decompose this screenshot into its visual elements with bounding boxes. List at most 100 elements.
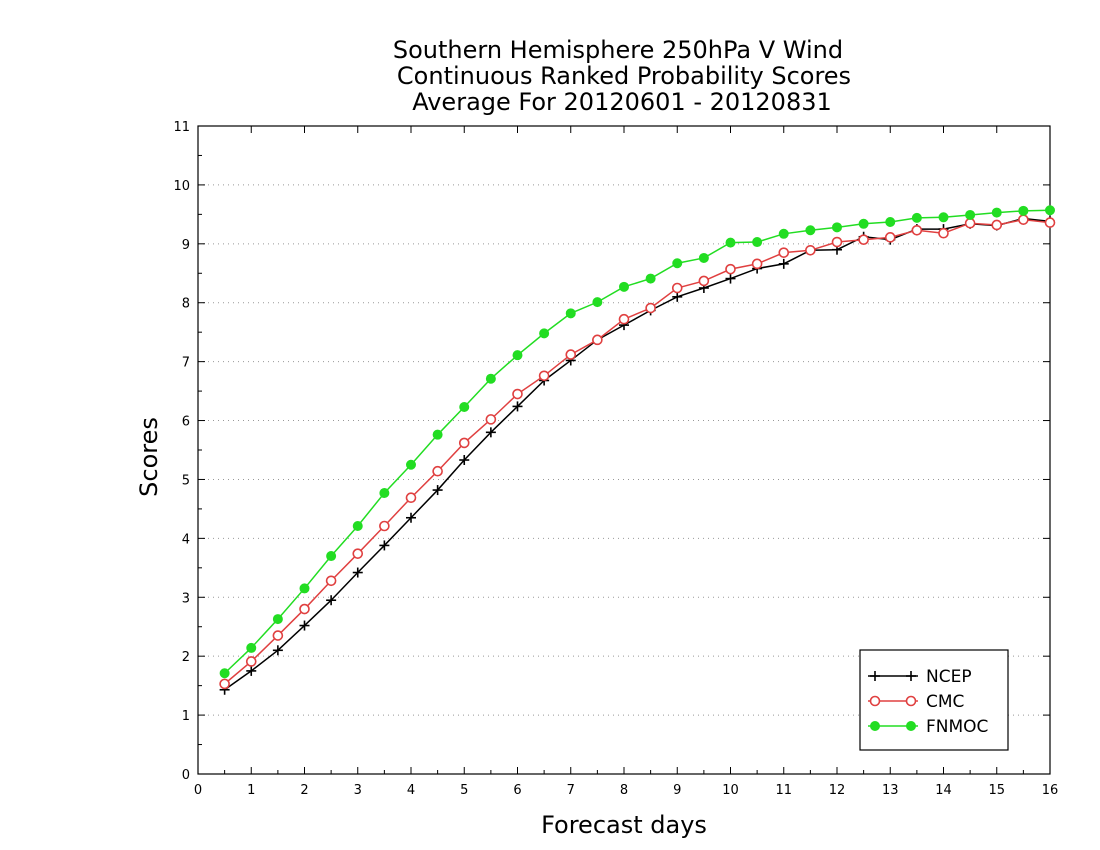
point-fnmoc	[645, 273, 656, 284]
x-tick-label: 6	[513, 783, 521, 798]
point-cmc	[645, 302, 656, 314]
point-fnmoc	[592, 297, 603, 308]
point-ncep	[672, 291, 683, 302]
y-tick-label: 4	[182, 532, 190, 547]
legend-item-fnmoc: FNMOC	[868, 717, 988, 737]
point-ncep	[725, 273, 736, 284]
x-tick-labels: 0 1 2 3 4 5 6 7 8 9 10 11 12 13 14 15 16	[194, 783, 1058, 798]
point-cmc	[512, 388, 523, 400]
point-cmc	[911, 224, 923, 236]
legend-item-cmc: CMC	[868, 692, 964, 712]
point-fnmoc	[539, 328, 550, 339]
chart-title: Southern Hemisphere 250hPa V Wind Contin…	[393, 36, 851, 116]
legend: NCEP CMC FNMOC	[859, 649, 1009, 751]
point-ncep	[352, 567, 363, 578]
y-tick-label: 2	[182, 650, 190, 665]
series-ncep	[219, 213, 1055, 695]
point-ncep	[379, 540, 390, 551]
point-fnmoc	[1018, 205, 1029, 216]
legend-marker-cmc	[869, 695, 881, 707]
point-fnmoc	[619, 281, 629, 292]
point-cmc	[671, 282, 683, 294]
series-line-ncep	[224, 217, 1051, 691]
point-fnmoc	[406, 459, 416, 470]
x-tick-label: 2	[300, 783, 308, 798]
legend-marker-ncep	[906, 671, 916, 681]
y-tick-label: 5	[182, 473, 190, 488]
y-tick-label: 3	[182, 591, 190, 606]
x-tick-label: 1	[247, 783, 255, 798]
point-fnmoc	[725, 237, 736, 248]
point-fnmoc	[272, 614, 283, 625]
legend-label-ncep: NCEP	[926, 667, 972, 687]
point-ncep	[432, 485, 443, 496]
title-line-2: Continuous Ranked Probability Scores	[397, 62, 851, 90]
point-fnmoc	[672, 258, 683, 269]
point-cmc	[618, 313, 630, 325]
point-fnmoc	[991, 207, 1002, 218]
legend-marker-cmc	[905, 695, 917, 707]
point-cmc	[379, 520, 390, 532]
point-cmc	[458, 437, 470, 449]
y-tick-label: 11	[173, 120, 190, 135]
point-cmc	[592, 334, 603, 346]
x-tick-label: 9	[673, 783, 681, 798]
point-fnmoc	[219, 668, 230, 679]
y-tick-label: 7	[182, 356, 190, 371]
point-ncep	[326, 595, 337, 606]
point-cmc	[352, 548, 364, 559]
point-ncep	[459, 455, 470, 466]
point-fnmoc	[778, 228, 789, 239]
legend-marker-fnmoc	[870, 721, 880, 731]
point-cmc	[858, 234, 869, 245]
point-fnmoc	[432, 429, 443, 440]
series-line-fnmoc	[224, 209, 1051, 674]
grid	[198, 184, 1050, 716]
point-fnmoc	[485, 373, 496, 384]
series	[219, 205, 1056, 695]
y-tick-label: 0	[182, 768, 190, 783]
x-tick-label: 14	[935, 783, 952, 798]
point-cmc	[884, 232, 896, 243]
point-fnmoc	[752, 237, 763, 248]
x-tick-label: 10	[722, 783, 739, 798]
series-fnmoc	[219, 205, 1055, 679]
y-tick-label: 9	[182, 238, 190, 253]
x-tick-label: 11	[775, 783, 792, 798]
y-axis-label: Scores	[135, 417, 163, 497]
x-tick-label: 7	[567, 783, 575, 798]
point-ncep	[485, 427, 496, 438]
point-ncep	[272, 645, 283, 656]
x-tick-label: 8	[620, 783, 628, 798]
point-fnmoc	[805, 225, 816, 236]
legend-box	[859, 649, 1009, 751]
x-tick-label: 16	[1042, 783, 1059, 798]
point-cmc	[1018, 214, 1029, 225]
point-cmc	[272, 630, 284, 641]
point-fnmoc	[352, 520, 363, 531]
point-cmc	[698, 275, 710, 287]
legend-marker-fnmoc	[906, 721, 916, 731]
point-fnmoc	[299, 583, 310, 594]
point-fnmoc	[885, 217, 896, 228]
x-tick-label: 4	[407, 783, 415, 798]
title-line-1: Southern Hemisphere 250hPa V Wind	[393, 36, 843, 64]
point-cmc	[938, 227, 949, 239]
x-tick-label: 13	[882, 783, 899, 798]
point-cmc	[1044, 217, 1056, 228]
point-fnmoc	[698, 252, 709, 263]
point-fnmoc	[326, 551, 337, 562]
point-cmc	[485, 414, 497, 425]
point-ncep	[299, 620, 310, 631]
point-fnmoc	[565, 308, 576, 319]
point-fnmoc	[1045, 205, 1055, 216]
x-tick-label: 5	[460, 783, 468, 798]
y-tick-label: 1	[182, 709, 190, 724]
point-cmc	[778, 247, 790, 258]
point-cmc	[805, 244, 816, 256]
point-cmc	[565, 349, 577, 360]
point-fnmoc	[858, 218, 869, 229]
point-cmc	[219, 678, 230, 690]
series-cmc	[219, 214, 1056, 690]
